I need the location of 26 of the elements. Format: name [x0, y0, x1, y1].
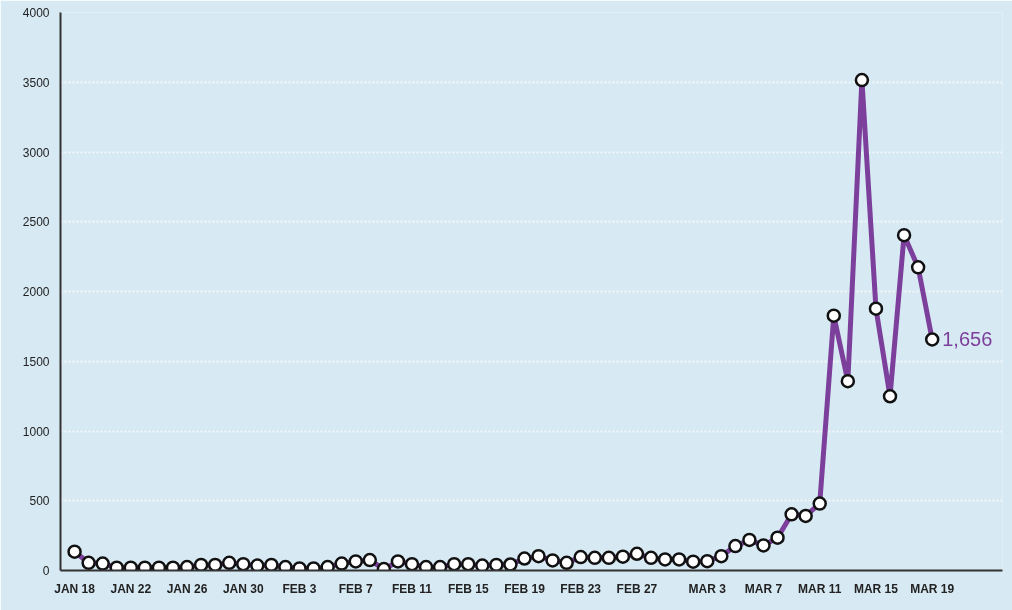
y-tick-label: 500 [29, 494, 50, 509]
x-tick-label: JAN 30 [222, 581, 264, 596]
x-tick-label: MAR 19 [910, 581, 955, 596]
x-tick-label: JAN 18 [54, 581, 96, 596]
x-tick-label: MAR 11 [798, 581, 842, 596]
x-tick-label: FEB 15 [447, 581, 489, 596]
x-tick-label: JAN 26 [166, 581, 208, 596]
y-tick-label: 2000 [22, 285, 50, 299]
y-tick-label: 4000 [22, 6, 50, 20]
x-tick-label: FEB 27 [616, 581, 658, 596]
x-tick-label: JAN 22 [110, 581, 152, 596]
y-tick-label: 3000 [22, 145, 50, 160]
x-tick-label: FEB 23 [560, 581, 602, 596]
x-tick-label: FEB 3 [282, 581, 317, 596]
y-tick-label: 2500 [22, 215, 50, 230]
x-tick-label: MAR 3 [688, 581, 727, 596]
y-tick-label: 0 [42, 564, 50, 578]
x-tick-label: MAR 15 [853, 581, 899, 596]
x-tick-label: FEB 11 [391, 581, 433, 596]
x-tick-label: MAR 7 [744, 581, 783, 596]
x-tick-label: FEB 7 [338, 581, 374, 596]
y-tick-label: 1500 [22, 354, 50, 369]
y-tick-label: 3500 [22, 75, 50, 90]
x-tick-label: FEB 19 [504, 581, 546, 596]
y-tick-label: 1000 [22, 424, 50, 439]
annotation: 1,656 [942, 328, 993, 351]
